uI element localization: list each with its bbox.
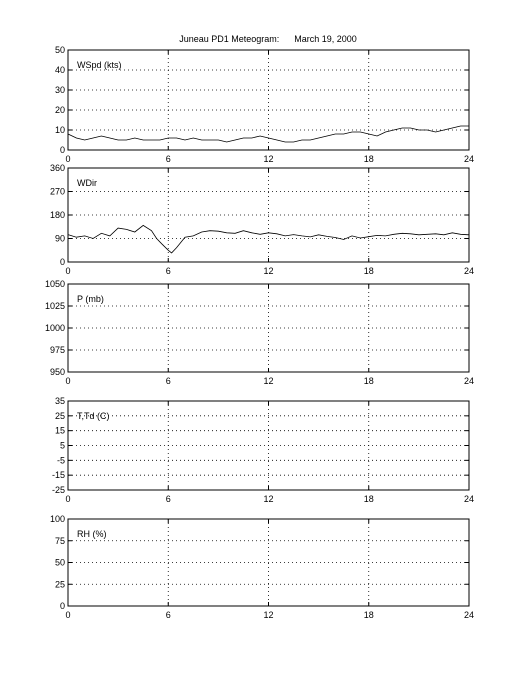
wdir-series-line — [67, 224, 470, 254]
rh-ytick-label: 50 — [55, 558, 65, 568]
pressure-panel-label: P (mb) — [77, 294, 104, 304]
pressure-ytick-label: 1025 — [45, 301, 65, 311]
temperature-ytick-label: -5 — [57, 455, 65, 465]
wdir-ytick-label: 360 — [50, 163, 65, 173]
pressure-xtick-label: 24 — [464, 376, 474, 386]
rh-xtick-label: 0 — [65, 610, 70, 620]
rh-xtick-label: 12 — [263, 610, 273, 620]
rh-xtick-label: 24 — [464, 610, 474, 620]
temperature-ytick-label: -15 — [52, 470, 65, 480]
wdir-ytick-label: 0 — [60, 257, 65, 267]
wdir-xtick-label: 12 — [263, 266, 273, 276]
rh-ytick-label: 0 — [60, 601, 65, 611]
temperature-xtick-label: 6 — [166, 494, 171, 504]
pressure-ytick-label: 975 — [50, 345, 65, 355]
rh-panel-label: RH (%) — [77, 529, 107, 539]
temperature-panel-label: T,Td (C) — [77, 411, 110, 421]
wspd-panel-label: WSpd (kts) — [77, 60, 122, 70]
rh-ytick-label: 100 — [50, 514, 65, 524]
rh-xtick-label: 18 — [364, 610, 374, 620]
pressure-xtick-label: 18 — [364, 376, 374, 386]
wdir-xtick-label: 6 — [166, 266, 171, 276]
pressure-xtick-label: 6 — [166, 376, 171, 386]
wspd-series-line — [67, 125, 469, 143]
wdir-ytick-label: 90 — [55, 234, 65, 244]
temperature-xtick-label: 24 — [464, 494, 474, 504]
wspd-panel: 0 6 12 18 24 0 10 20 30 40 50 WSpd (kts) — [55, 45, 474, 164]
wspd-ytick-label: 20 — [55, 105, 65, 115]
temperature-ytick-label: 5 — [60, 441, 65, 451]
wspd-xtick-label: 18 — [364, 154, 374, 164]
wdir-panel: 0 6 12 18 24 0 90 180 270 360 WDir — [50, 163, 474, 276]
pressure-ytick-label: 1050 — [45, 279, 65, 289]
wspd-ytick-label: 10 — [55, 125, 65, 135]
wspd-xtick-label: 24 — [464, 154, 474, 164]
wdir-xtick-label: 18 — [364, 266, 374, 276]
figure-title: Juneau PD1 Meteogram: March 19, 2000 — [179, 34, 357, 44]
pressure-ytick-label: 1000 — [45, 323, 65, 333]
temperature-ytick-label: 25 — [55, 411, 65, 421]
pressure-ytick-label: 950 — [50, 367, 65, 377]
rh-ytick-label: 75 — [55, 536, 65, 546]
wdir-xtick-label: 0 — [65, 266, 70, 276]
rh-xtick-label: 6 — [166, 610, 171, 620]
rh-panel: 0 6 12 18 24 0 25 50 75 100 RH (%) — [50, 514, 474, 620]
wdir-xtick-label: 24 — [464, 266, 474, 276]
temperature-panel: 0 6 12 18 24 -25 -15 -5 5 15 25 35 T,Td (C) — [52, 396, 474, 504]
wspd-xtick-label: 12 — [263, 154, 273, 164]
wspd-ytick-label: 0 — [60, 145, 65, 155]
temperature-xtick-label: 12 — [263, 494, 273, 504]
wspd-ytick-label: 30 — [55, 85, 65, 95]
pressure-xtick-label: 0 — [65, 376, 70, 386]
wdir-panel-label: WDir — [77, 178, 97, 188]
wdir-ytick-label: 270 — [50, 187, 65, 197]
temperature-ytick-label: 35 — [55, 396, 65, 406]
temperature-ytick-label: -25 — [52, 485, 65, 495]
wspd-xtick-label: 6 — [166, 154, 171, 164]
wspd-xtick-label: 0 — [65, 154, 70, 164]
temperature-xtick-label: 18 — [364, 494, 374, 504]
pressure-panel: 0 6 12 18 24 950 975 1000 1025 1050 P (mb) — [45, 279, 474, 386]
rh-ytick-label: 25 — [55, 579, 65, 589]
wdir-ytick-label: 180 — [50, 210, 65, 220]
wspd-ytick-label: 50 — [55, 45, 65, 55]
pressure-xtick-label: 12 — [263, 376, 273, 386]
temperature-xtick-label: 0 — [65, 494, 70, 504]
wspd-ytick-label: 40 — [55, 65, 65, 75]
temperature-ytick-label: 15 — [55, 426, 65, 436]
